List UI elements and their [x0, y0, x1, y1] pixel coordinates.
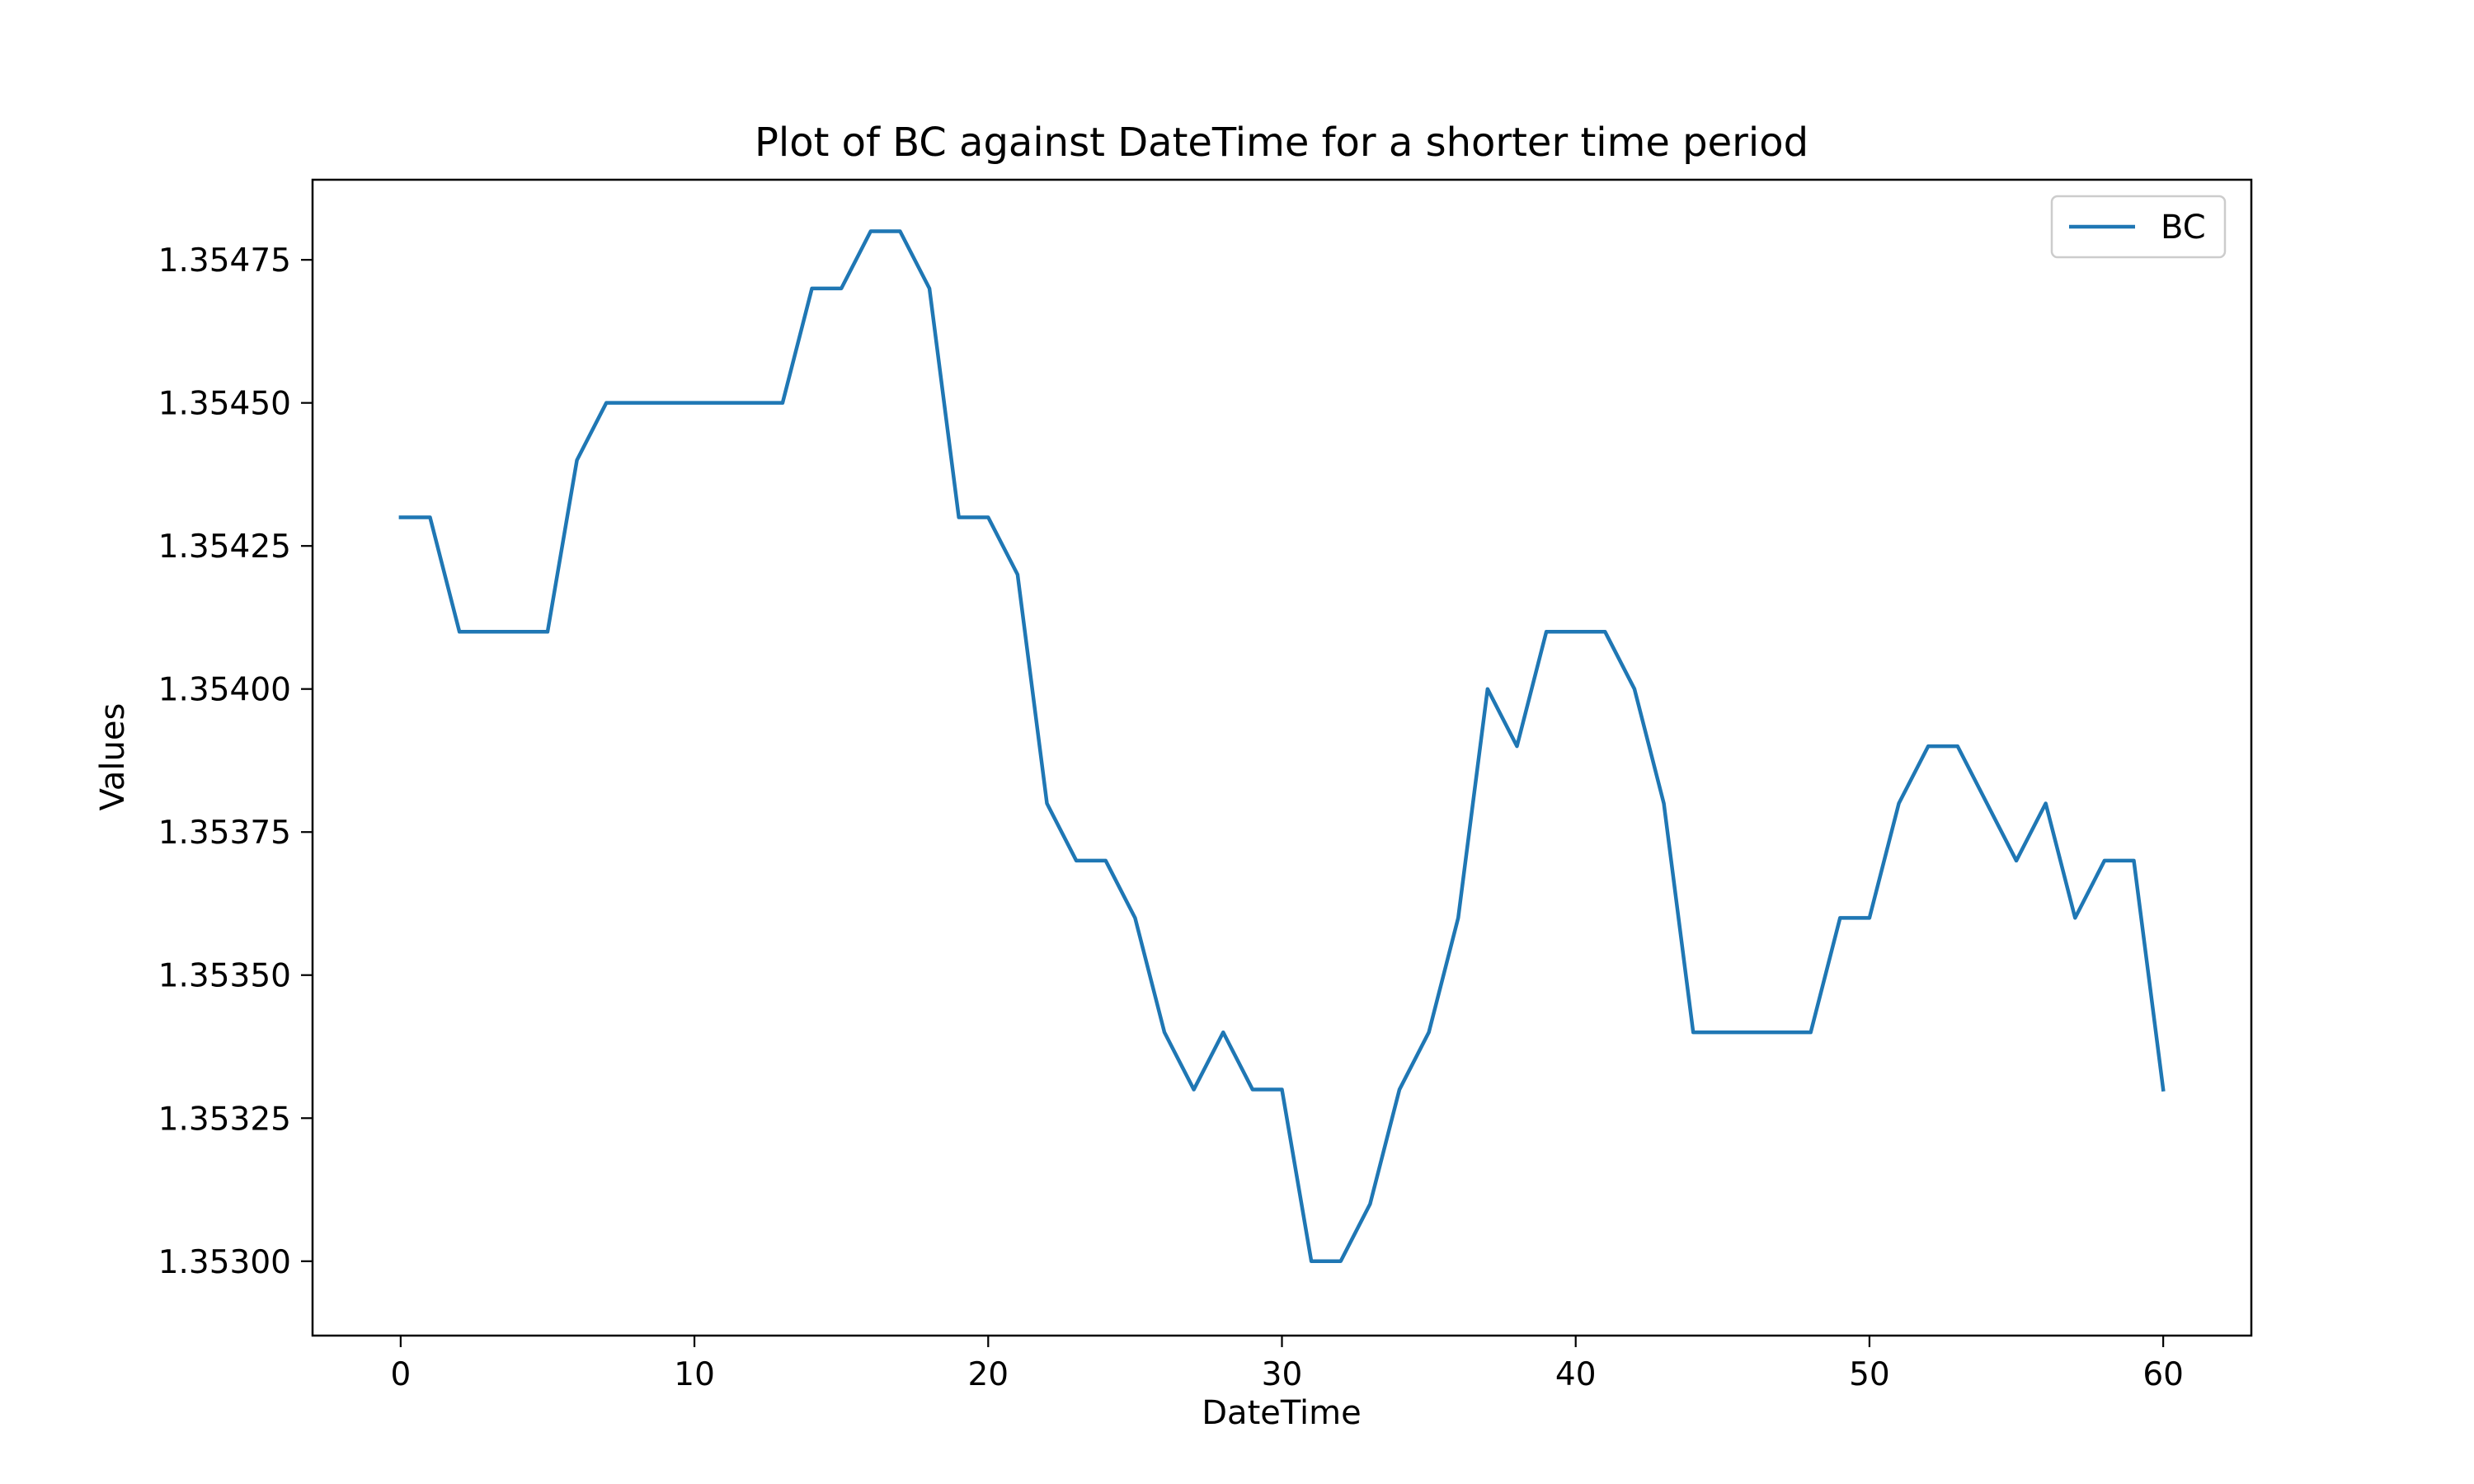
chart-title: Plot of BC against DateTime for a shorte…	[755, 120, 1808, 166]
series-line-bc	[398, 229, 2166, 1264]
y-tick-label: 1.35475	[158, 242, 291, 279]
y-axis-label: Values	[94, 703, 132, 811]
y-tick-label: 1.35300	[158, 1244, 291, 1281]
y-tick-label: 1.35425	[158, 528, 291, 566]
y-tick-label: 1.35325	[158, 1101, 291, 1138]
legend-frame	[2050, 195, 2227, 259]
legend-label-bc: BC	[2161, 209, 2206, 247]
x-tick-label: 30	[1262, 1356, 1303, 1393]
x-tick-label: 20	[967, 1356, 1009, 1393]
y-tick-label: 1.35350	[158, 958, 291, 995]
x-tick-label: 0	[390, 1356, 411, 1393]
y-tick-label: 1.35450	[158, 386, 291, 423]
plot-area: 0 10 20 30 40 50 60 1.35300 1.35325 1.35350 1.3537…	[158, 178, 2253, 1393]
y-tick-label: 1.35375	[158, 815, 291, 852]
x-tick-label: 50	[1849, 1356, 1890, 1393]
x-axis-label: DateTime	[1202, 1394, 1362, 1432]
y-tick-label: 1.35400	[158, 672, 291, 709]
legend: BC	[2050, 195, 2227, 259]
x-tick-label: 60	[2142, 1356, 2184, 1393]
x-tick-label: 40	[1555, 1356, 1597, 1393]
x-tick-label: 10	[674, 1356, 715, 1393]
